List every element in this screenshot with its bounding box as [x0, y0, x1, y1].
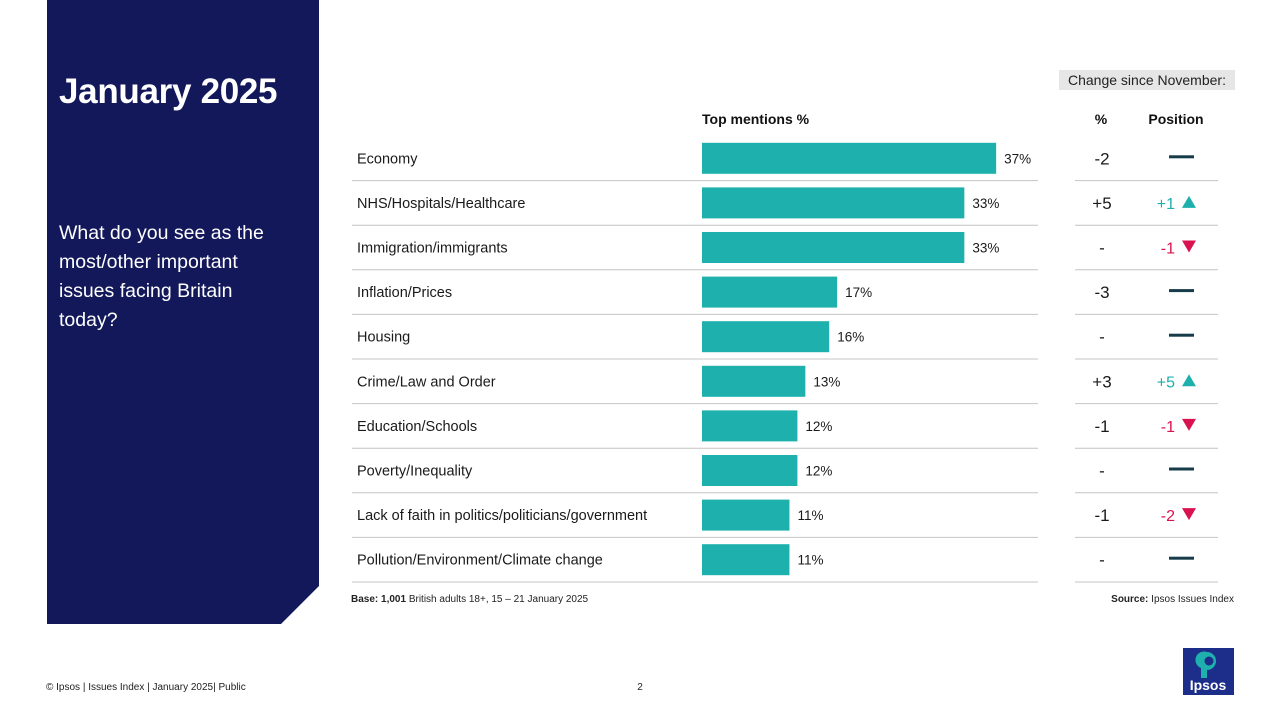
bar — [702, 499, 790, 531]
ipsos-logo: Ipsos — [1183, 648, 1234, 695]
category-label: Housing — [357, 330, 410, 346]
category-label: Inflation/Prices — [357, 285, 452, 301]
pct-change-value: - — [1099, 462, 1105, 481]
survey-question: What do you see as the most/other import… — [59, 222, 264, 331]
page-number: 2 — [637, 682, 643, 693]
bar — [702, 544, 790, 576]
pct-change-value: -1 — [1094, 506, 1109, 525]
category-label: Lack of faith in politics/politicians/go… — [357, 508, 647, 524]
value-label: 16% — [837, 330, 864, 345]
change-since-label: Change since November: — [1059, 70, 1235, 90]
no-change-dash — [1169, 467, 1194, 471]
up-arrow-icon — [1182, 195, 1196, 208]
pct-change-value: -2 — [1094, 149, 1109, 168]
pct-change-value: - — [1099, 239, 1105, 258]
page-title: January 2025 — [59, 72, 278, 111]
pct-change-value: - — [1099, 551, 1105, 570]
value-label: 11% — [797, 508, 823, 523]
title-panel: January 2025 What do you see as the most… — [47, 0, 319, 624]
issues-bar-chart: Economy 37% -2 NHS/Hospitals/Healthcare 33% +… — [352, 142, 1218, 583]
bar — [702, 365, 806, 397]
down-arrow-icon — [1182, 508, 1196, 521]
position-change-header: Position — [1148, 111, 1204, 127]
bar — [702, 321, 830, 353]
category-label: Poverty/Inequality — [357, 464, 473, 480]
value-label: 12% — [805, 419, 832, 434]
value-label: 33% — [972, 196, 999, 211]
bar — [702, 276, 838, 308]
pct-change-value: - — [1099, 328, 1105, 347]
category-label: NHS/Hospitals/Healthcare — [357, 196, 525, 212]
base-note: Base: 1,001 British adults 18+, 15 – 21 … — [351, 594, 588, 605]
source-note: Source: Ipsos Issues Index — [1040, 594, 1234, 605]
category-label: Immigration/immigrants — [357, 241, 508, 257]
pct-change-value: +5 — [1092, 194, 1111, 213]
value-label: 11% — [797, 553, 823, 568]
no-change-dash — [1169, 155, 1194, 159]
bar — [702, 232, 965, 263]
category-label: Economy — [357, 151, 418, 167]
pct-change-value: -1 — [1094, 417, 1109, 436]
pct-change-value: +3 — [1092, 372, 1111, 391]
source-note-bold: Source: — [1111, 594, 1149, 605]
position-change-value: +1 — [1157, 196, 1175, 213]
down-arrow-icon — [1182, 418, 1196, 431]
no-change-dash — [1169, 289, 1194, 293]
value-label: 37% — [1004, 151, 1031, 166]
bar — [702, 187, 965, 219]
category-label: Pollution/Environment/Climate change — [357, 553, 603, 569]
copyright-footer: © Ipsos | Issues Index | January 2025| P… — [46, 682, 246, 693]
logo-text: Ipsos — [1190, 677, 1227, 693]
value-label: 33% — [972, 241, 999, 256]
base-note-text: British adults 18+, 15 – 21 January 2025 — [406, 594, 589, 605]
base-note-bold: Base: 1,001 — [351, 594, 407, 605]
down-arrow-icon — [1182, 240, 1196, 253]
bar — [702, 410, 798, 442]
no-change-dash — [1169, 556, 1194, 560]
category-label: Education/Schools — [357, 419, 477, 435]
top-mentions-header: Top mentions % — [702, 111, 810, 127]
value-label: 13% — [813, 374, 840, 389]
value-label: 12% — [805, 464, 832, 479]
up-arrow-icon — [1182, 374, 1196, 387]
pct-change-value: -3 — [1094, 283, 1109, 302]
bar — [702, 142, 997, 174]
position-change-value: +5 — [1157, 374, 1175, 391]
bar — [702, 455, 798, 486]
pct-change-header: % — [1094, 111, 1108, 127]
no-change-dash — [1169, 333, 1194, 337]
value-label: 17% — [845, 285, 872, 300]
position-change-value: -1 — [1161, 419, 1175, 436]
source-note-text: Ipsos Issues Index — [1148, 594, 1234, 605]
category-label: Crime/Law and Order — [357, 374, 496, 390]
position-change-value: -1 — [1161, 241, 1175, 258]
position-change-value: -2 — [1161, 508, 1175, 525]
